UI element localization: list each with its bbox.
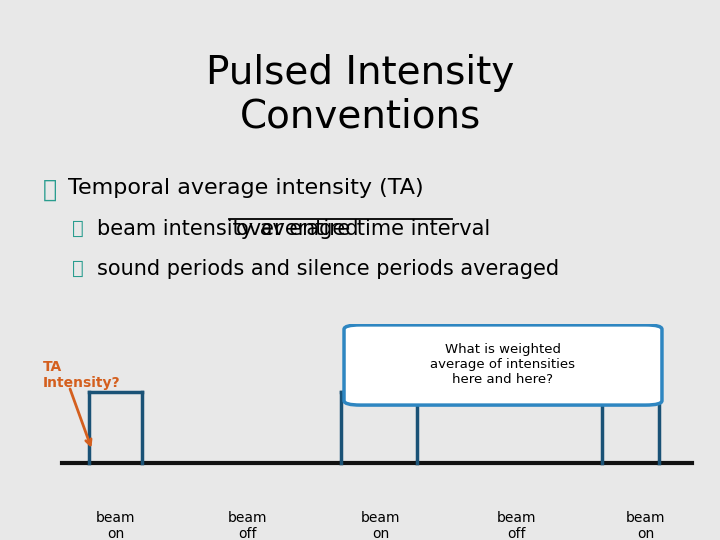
Text: ⦿: ⦿ bbox=[72, 219, 84, 238]
Text: ⦿: ⦿ bbox=[72, 259, 84, 278]
Text: What is weighted
average of intensities
here and here?: What is weighted average of intensities … bbox=[431, 343, 575, 387]
Text: beam
on: beam on bbox=[361, 511, 400, 540]
Text: over entire time interval: over entire time interval bbox=[236, 219, 490, 239]
Text: beam
on: beam on bbox=[96, 511, 135, 540]
Text: sound periods and silence periods averaged: sound periods and silence periods averag… bbox=[97, 259, 559, 279]
Text: Temporal average intensity (TA): Temporal average intensity (TA) bbox=[68, 178, 424, 198]
Text: beam intensity averaged: beam intensity averaged bbox=[97, 219, 365, 239]
Text: ⦿: ⦿ bbox=[43, 178, 58, 202]
Text: beam
off: beam off bbox=[497, 511, 536, 540]
Text: beam
off: beam off bbox=[228, 511, 268, 540]
Text: TA
Intensity?: TA Intensity? bbox=[42, 360, 120, 390]
Text: Pulsed Intensity
Conventions: Pulsed Intensity Conventions bbox=[206, 54, 514, 136]
FancyBboxPatch shape bbox=[344, 325, 662, 405]
Text: beam
on: beam on bbox=[626, 511, 665, 540]
